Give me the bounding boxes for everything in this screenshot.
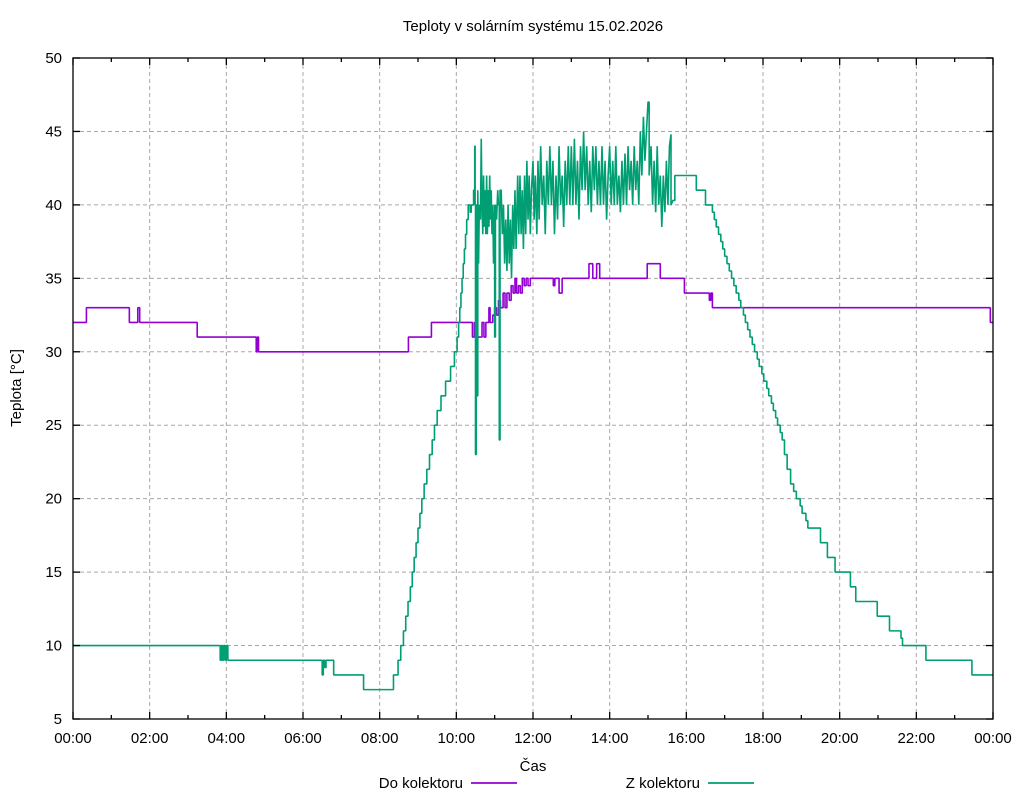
axis-ticks-layer bbox=[72, 57, 994, 720]
y-tick-label: 50 bbox=[45, 50, 62, 67]
y-tick-label: 30 bbox=[45, 344, 62, 361]
x-tick-label: 00:00 bbox=[974, 730, 1012, 747]
legend-label-z-kolektoru: Z kolektoru bbox=[626, 775, 700, 792]
tick-label-layer: 5 10 15 20 25 30 35 40 45 50 00:00 02:00 04:00 06:00 0… bbox=[45, 50, 1011, 747]
y-tick-label: 20 bbox=[45, 491, 62, 508]
x-tick-label: 10:00 bbox=[438, 730, 476, 747]
grid-layer bbox=[73, 58, 993, 719]
x-tick-label: 16:00 bbox=[668, 730, 706, 747]
x-tick-label: 02:00 bbox=[131, 730, 169, 747]
x-tick-label: 20:00 bbox=[821, 730, 859, 747]
chart-title: Teploty v solárním systému 15.02.2026 bbox=[403, 18, 663, 35]
series-line-do-kolektoru bbox=[73, 262, 993, 353]
x-tick-label: 08:00 bbox=[361, 730, 399, 747]
series-line-z-kolektoru bbox=[73, 101, 993, 691]
x-tick-label: 14:00 bbox=[591, 730, 629, 747]
legend-label-do-kolektoru: Do kolektoru bbox=[379, 775, 463, 792]
y-tick-label: 40 bbox=[45, 197, 62, 214]
x-tick-label: 12:00 bbox=[514, 730, 552, 747]
x-tick-label: 18:00 bbox=[744, 730, 782, 747]
y-tick-label: 5 bbox=[54, 711, 62, 728]
y-axis-label: Teplota [°C] bbox=[8, 349, 25, 427]
legend: Do kolektoru Z kolektoru bbox=[379, 775, 754, 792]
series-layer bbox=[73, 101, 993, 691]
y-tick-label: 10 bbox=[45, 638, 62, 655]
x-tick-label: 04:00 bbox=[208, 730, 246, 747]
y-tick-label: 15 bbox=[45, 564, 62, 581]
x-axis-label: Čas bbox=[520, 758, 547, 775]
x-tick-label: 22:00 bbox=[898, 730, 936, 747]
x-tick-label: 00:00 bbox=[54, 730, 92, 747]
plot-border bbox=[72, 57, 994, 720]
y-tick-label: 35 bbox=[45, 270, 62, 287]
y-tick-label: 45 bbox=[45, 123, 62, 140]
y-tick-label: 25 bbox=[45, 417, 62, 434]
x-tick-label: 06:00 bbox=[284, 730, 322, 747]
